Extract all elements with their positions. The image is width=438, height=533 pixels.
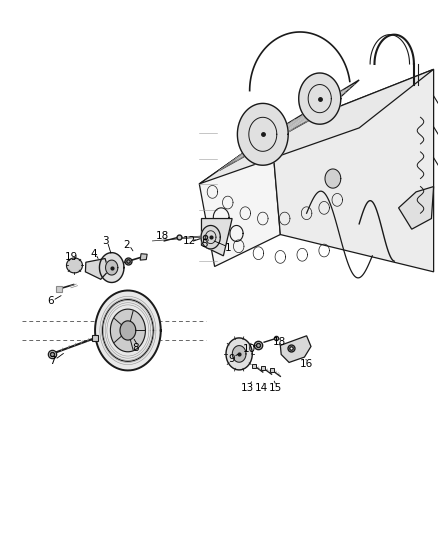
Polygon shape [199, 69, 434, 184]
Polygon shape [199, 133, 280, 266]
Polygon shape [399, 187, 434, 229]
Polygon shape [325, 169, 341, 188]
Polygon shape [85, 259, 109, 279]
Text: 1: 1 [224, 243, 231, 253]
Polygon shape [237, 103, 288, 165]
Text: 8: 8 [132, 343, 139, 352]
Polygon shape [120, 321, 136, 340]
Polygon shape [201, 219, 232, 256]
Text: 2: 2 [124, 240, 131, 250]
Polygon shape [219, 80, 359, 171]
Text: 10: 10 [243, 344, 256, 354]
Text: 5: 5 [201, 239, 208, 249]
Polygon shape [110, 309, 145, 352]
Text: 14: 14 [255, 383, 268, 393]
Text: 16: 16 [300, 359, 313, 368]
Text: 6: 6 [47, 296, 54, 306]
Text: 19: 19 [64, 252, 78, 262]
Text: 4: 4 [91, 249, 98, 259]
Text: 15: 15 [268, 383, 282, 393]
Polygon shape [95, 290, 161, 370]
Text: 3: 3 [102, 236, 109, 246]
Text: 13: 13 [241, 383, 254, 393]
Polygon shape [299, 73, 341, 124]
Polygon shape [280, 336, 311, 362]
Text: 12: 12 [183, 236, 196, 246]
Polygon shape [272, 69, 434, 272]
Text: 7: 7 [49, 357, 56, 366]
Polygon shape [67, 258, 82, 273]
Text: 9: 9 [228, 354, 235, 364]
Polygon shape [201, 225, 220, 249]
Text: 18: 18 [155, 231, 169, 240]
Text: 18: 18 [273, 337, 286, 347]
Polygon shape [140, 254, 147, 260]
Polygon shape [232, 345, 246, 362]
Polygon shape [106, 260, 118, 275]
Polygon shape [226, 338, 252, 370]
Polygon shape [99, 253, 124, 282]
